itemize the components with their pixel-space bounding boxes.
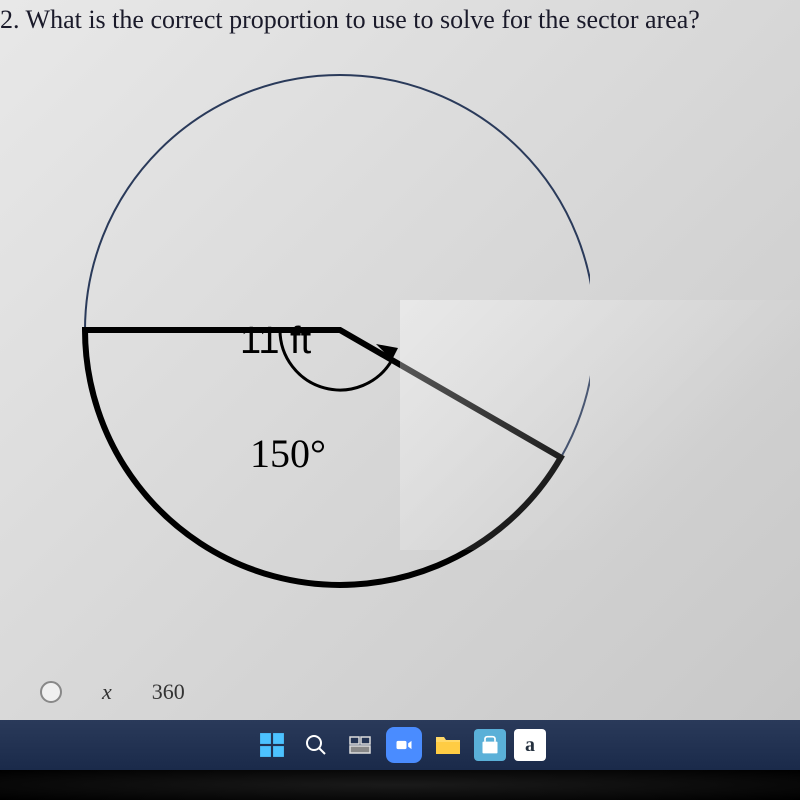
document-viewport: 2. What is the correct proportion to use… <box>0 0 800 720</box>
question-body: What is the correct proportion to use to… <box>26 5 700 34</box>
folder-icon <box>434 733 462 757</box>
option-number: 360 <box>152 679 185 705</box>
windows-taskbar[interactable]: a <box>0 720 800 770</box>
zoom-icon <box>394 735 414 755</box>
taskview-icon <box>348 733 372 757</box>
angle-label: 150° <box>250 430 326 477</box>
question-text: 2. What is the correct proportion to use… <box>0 5 700 35</box>
circle-diagram: 11 ft 150° <box>50 50 590 590</box>
zoom-app-button[interactable] <box>386 727 422 763</box>
search-button[interactable] <box>298 727 334 763</box>
sector-svg <box>50 50 590 590</box>
taskview-button[interactable] <box>342 727 378 763</box>
start-button[interactable] <box>254 727 290 763</box>
answer-option-row[interactable]: x 360 <box>40 679 185 705</box>
store-icon <box>480 735 500 755</box>
question-number: 2. <box>0 5 20 34</box>
radius-label: 11 ft <box>240 320 311 363</box>
option-variable: x <box>102 679 112 705</box>
windows-icon <box>259 732 285 758</box>
amazon-button[interactable]: a <box>514 729 546 761</box>
monitor-bezel <box>0 770 800 800</box>
file-explorer-button[interactable] <box>430 727 466 763</box>
amazon-letter: a <box>525 734 535 757</box>
search-icon <box>304 733 328 757</box>
store-button[interactable] <box>474 729 506 761</box>
radio-button[interactable] <box>40 681 62 703</box>
